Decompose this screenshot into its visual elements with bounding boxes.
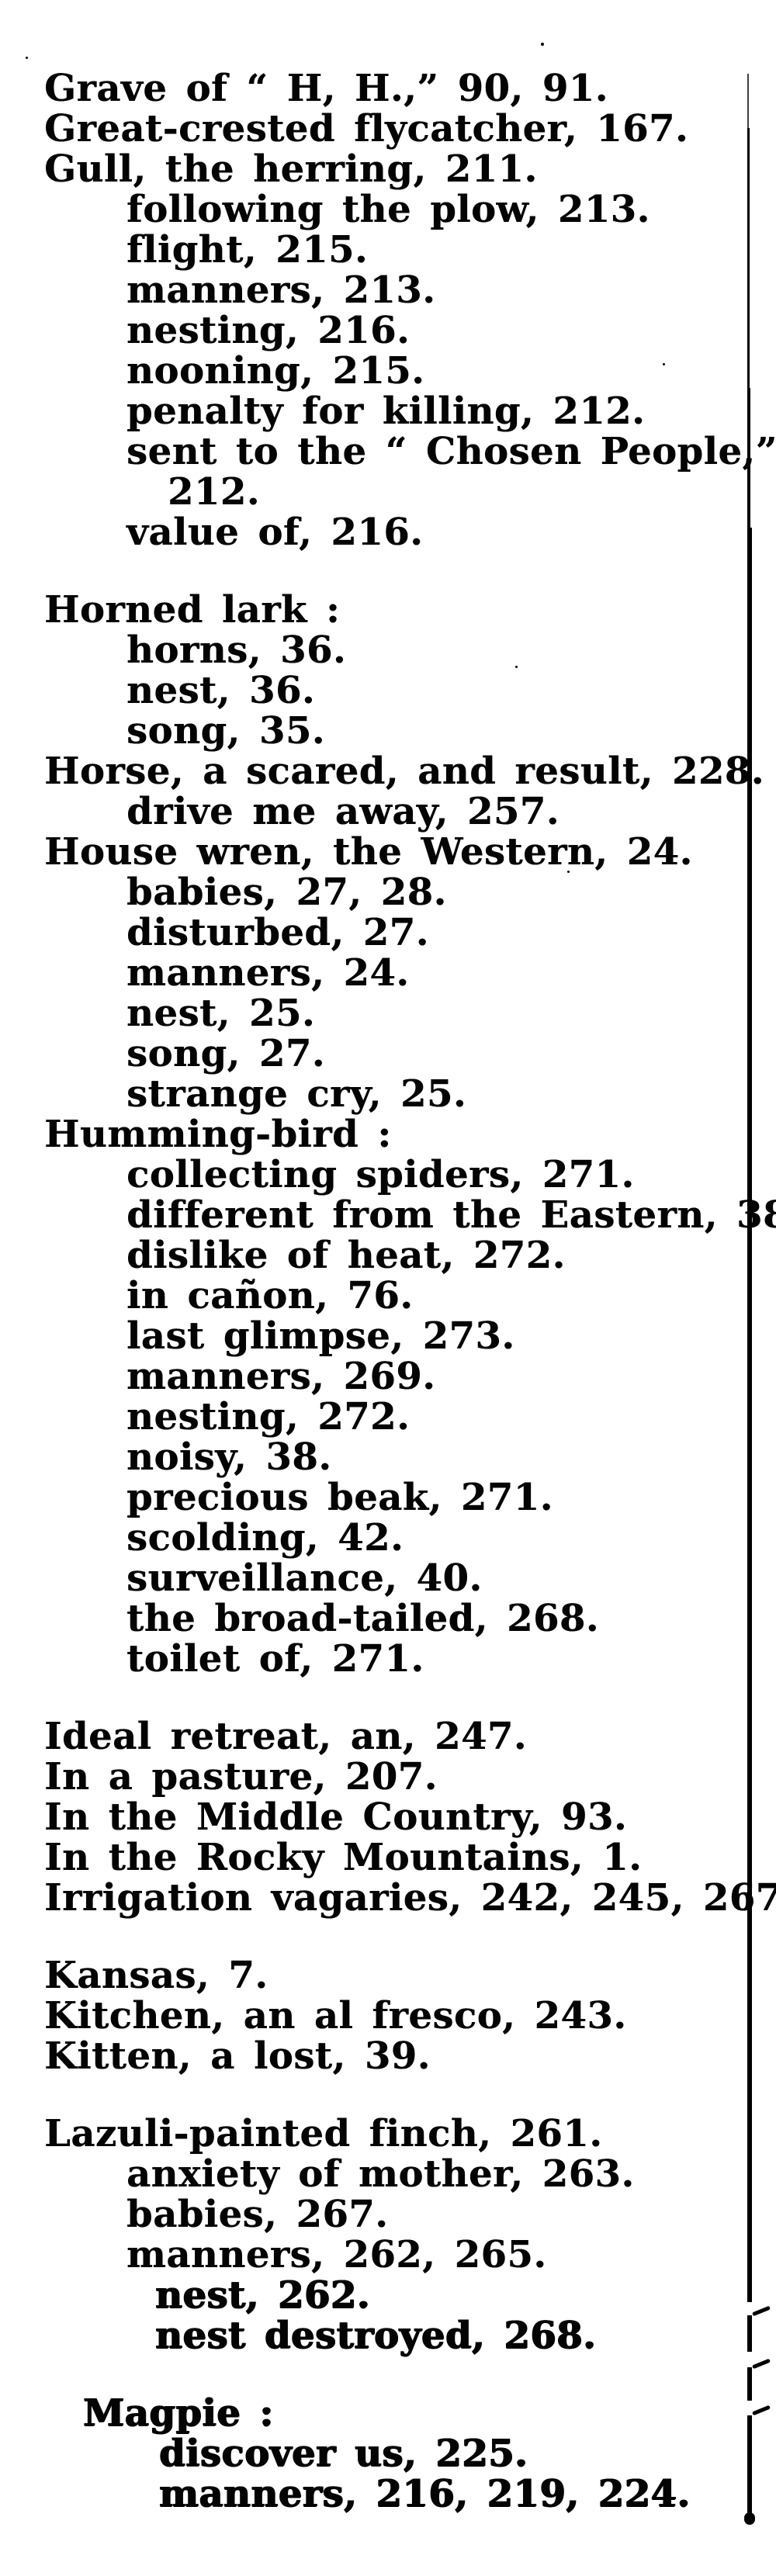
index-line: strange cry, 25.: [126, 1072, 467, 1116]
index-line: following the plow, 213.: [126, 188, 650, 231]
index-line: horns, 36.: [126, 628, 347, 672]
index-line: penalty for killing, 212.: [126, 390, 646, 433]
index-line: Great-crested flycatcher, 167.: [44, 107, 689, 151]
index-line: 212.: [168, 470, 260, 514]
index-line: sent to the “ Chosen People,”: [126, 430, 776, 473]
index-line: Irrigation vagaries, 242, 245, 267.: [44, 1876, 776, 1920]
index-line: In a pasture, 207.: [44, 1755, 438, 1799]
index-line: Kitten, a lost, 39.: [44, 2034, 431, 2078]
gutter-rule-segment: [747, 128, 750, 388]
index-line: Kansas, 7.: [44, 1954, 268, 1997]
index-line: Kitchen, an al fresco, 243.: [44, 1994, 627, 2038]
index-line: Ideal retreat, an, 247.: [44, 1715, 527, 1758]
index-line: nooning, 215.: [126, 349, 425, 393]
index-line: Grave of “ H, H.,” 90, 91.: [44, 67, 608, 110]
index-line: last glimpse, 273.: [126, 1314, 515, 1358]
index-line: Gull, the herring, 211.: [44, 147, 538, 191]
index-line: dislike of heat, 272.: [126, 1234, 566, 1277]
index-line: nest, 36.: [126, 669, 316, 712]
index-line: In the Rocky Mountains, 1.: [44, 1836, 643, 1879]
index-line: manners, 213.: [126, 268, 436, 312]
index-line: manners, 269.: [126, 1355, 436, 1398]
index-line: nesting, 216.: [126, 309, 411, 352]
ink-speck: [541, 43, 544, 46]
index-line: flight, 215.: [126, 228, 369, 272]
gutter-rule-segment: [747, 528, 752, 2302]
gutter-rule-segment: [747, 2315, 752, 2352]
index-line: Magpie :: [83, 2391, 274, 2435]
index-line: Lazuli-painted finch, 261.: [44, 2112, 603, 2155]
index-line: song, 27.: [126, 1032, 325, 1075]
index-line: manners, 216, 219, 224.: [159, 2472, 691, 2515]
index-line: nest, 25.: [126, 992, 316, 1035]
index-line: nesting, 272.: [126, 1395, 411, 1439]
ink-speck: [515, 666, 518, 668]
index-line: disturbed, 27.: [126, 911, 429, 954]
index-line: Horned lark :: [44, 588, 341, 632]
index-line: value of, 216.: [126, 511, 424, 554]
index-line: toilet of, 271.: [126, 1637, 424, 1681]
index-line: drive me away, 257.: [126, 790, 559, 833]
gutter-rule-tick: [751, 2405, 771, 2416]
index-line: song, 35.: [126, 709, 325, 753]
index-line: noisy, 38.: [126, 1435, 332, 1479]
index-line: manners, 262, 265.: [126, 2233, 547, 2277]
ink-speck: [567, 871, 570, 873]
gutter-rule-segment: [747, 388, 750, 528]
index-line: precious beak, 271.: [126, 1476, 553, 1519]
index-line: manners, 24.: [126, 951, 410, 995]
index-line: House wren, the Western, 24.: [44, 830, 693, 874]
index-line: collecting spiders, 271.: [126, 1153, 635, 1196]
index-line: Humming-bird :: [44, 1113, 392, 1156]
index-line: different from the Eastern, 38.: [126, 1193, 776, 1237]
index-line: babies, 267.: [126, 2193, 389, 2236]
index-line: nest destroyed, 268.: [155, 2314, 597, 2357]
ink-speck: [26, 57, 28, 59]
index-line: scolding, 42.: [126, 1516, 404, 1560]
index-line: anxiety of mother, 263.: [126, 2152, 635, 2196]
index-line: Horse, a scared, and result, 228.: [44, 750, 764, 793]
ink-speck: [663, 363, 665, 365]
gutter-rule-segment: [747, 74, 749, 128]
ink-speck: [321, 438, 324, 441]
index-line: the broad-tailed, 268.: [126, 1597, 599, 1640]
gutter-rule-tick: [751, 2305, 771, 2317]
index-line: nest, 262.: [155, 2273, 370, 2317]
gutter-rule-segment: [747, 2415, 752, 2522]
gutter-rule-blob: [744, 2512, 755, 2525]
index-column: Grave of “ H, H.,” 90, 91. Great-crested …: [0, 67, 776, 2515]
index-line: babies, 27, 28.: [126, 871, 447, 914]
index-line: surveillance, 40.: [126, 1556, 483, 1600]
index-line: in cañon, 76.: [126, 1274, 414, 1317]
gutter-rule-tick: [751, 2358, 771, 2370]
index-line: In the Middle Country, 93.: [44, 1795, 628, 1839]
index-line: discover us, 225.: [159, 2432, 528, 2475]
gutter-rule-segment: [747, 2367, 752, 2401]
